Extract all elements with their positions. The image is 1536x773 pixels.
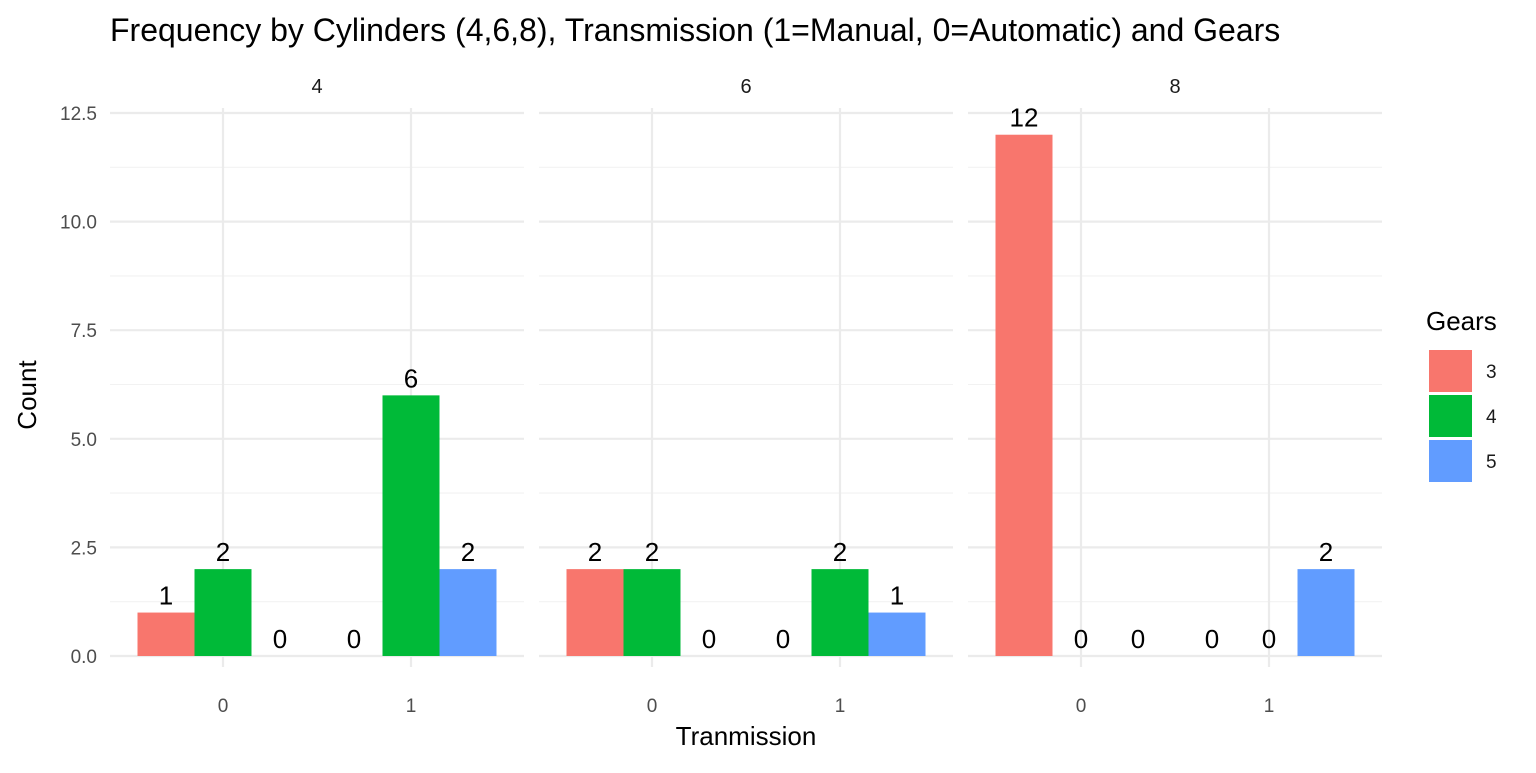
bar	[1297, 569, 1355, 656]
bar	[995, 134, 1053, 657]
bar-value-label: 1	[890, 581, 904, 611]
bar-value-label: 0	[1131, 624, 1145, 654]
bar-value-label: 1	[159, 581, 173, 611]
bar-value-label: 0	[347, 624, 361, 654]
legend-label: 5	[1486, 452, 1497, 473]
y-tick-label: 0.0	[71, 647, 97, 668]
y-axis-tick-labels: 0.0 2.5 5.0 7.5 10.0 12.5	[60, 104, 97, 668]
bar-value-label: 2	[461, 537, 475, 567]
bar-value-label: 2	[1319, 537, 1333, 567]
y-tick-label: 5.0	[71, 430, 97, 451]
bar	[137, 612, 195, 656]
bar-value-label: 0	[1074, 624, 1088, 654]
bar-value-label: 6	[404, 363, 418, 393]
x-tick-label: 1	[406, 696, 417, 717]
x-tick-label: 1	[835, 696, 846, 717]
bar-value-label: 0	[273, 624, 287, 654]
bar-value-label: 2	[833, 537, 847, 567]
bar-value-label: 0	[1262, 624, 1276, 654]
legend-swatch	[1429, 395, 1472, 437]
y-tick-label: 10.0	[60, 213, 97, 234]
legend-item: 5	[1429, 440, 1497, 482]
facet-strip-label: 4	[311, 76, 322, 98]
bar	[623, 569, 681, 656]
facet-strip-label: 6	[740, 76, 751, 98]
x-tick-label: 1	[1264, 696, 1275, 717]
bar-value-label: 2	[216, 537, 230, 567]
bar-value-label: 2	[588, 537, 602, 567]
y-axis-title: Count	[12, 360, 42, 430]
x-tick-label: 0	[218, 696, 229, 717]
bar-value-label: 0	[702, 624, 716, 654]
y-tick-label: 12.5	[60, 104, 97, 125]
bar	[566, 569, 624, 656]
bar	[194, 569, 252, 656]
legend-label: 4	[1486, 407, 1497, 428]
bar-value-label: 2	[645, 537, 659, 567]
y-tick-label: 7.5	[71, 321, 97, 342]
legend-item: 4	[1429, 395, 1497, 437]
bar-value-label: 0	[776, 624, 790, 654]
x-tick-label: 0	[1076, 696, 1087, 717]
facet-panel-6: 6 2 2 0 0 0 2 1 1	[539, 76, 953, 717]
bar	[811, 569, 869, 656]
x-axis-title: Tranmission	[676, 721, 817, 751]
legend-title: Gears	[1426, 306, 1497, 336]
bar-value-label: 12	[1010, 103, 1039, 133]
legend: Gears 3 4 5	[1426, 306, 1497, 482]
facet-strip-label: 8	[1169, 76, 1180, 98]
bar	[439, 569, 497, 656]
legend-swatch	[1429, 350, 1472, 392]
bar	[868, 612, 926, 656]
facet-panel-8: 8 12 0 0 0 0 0 2 1	[968, 76, 1382, 717]
bar	[382, 395, 440, 656]
bar-value-label: 0	[1205, 624, 1219, 654]
y-tick-label: 2.5	[71, 538, 97, 559]
facet-panel-4: 4 1 2 0 0 0 6 2 1	[110, 76, 524, 717]
x-tick-label: 0	[647, 696, 658, 717]
legend-label: 3	[1486, 362, 1497, 383]
legend-item: 3	[1429, 350, 1497, 392]
legend-swatch	[1429, 440, 1472, 482]
chart-title: Frequency by Cylinders (4,6,8), Transmis…	[110, 12, 1280, 48]
